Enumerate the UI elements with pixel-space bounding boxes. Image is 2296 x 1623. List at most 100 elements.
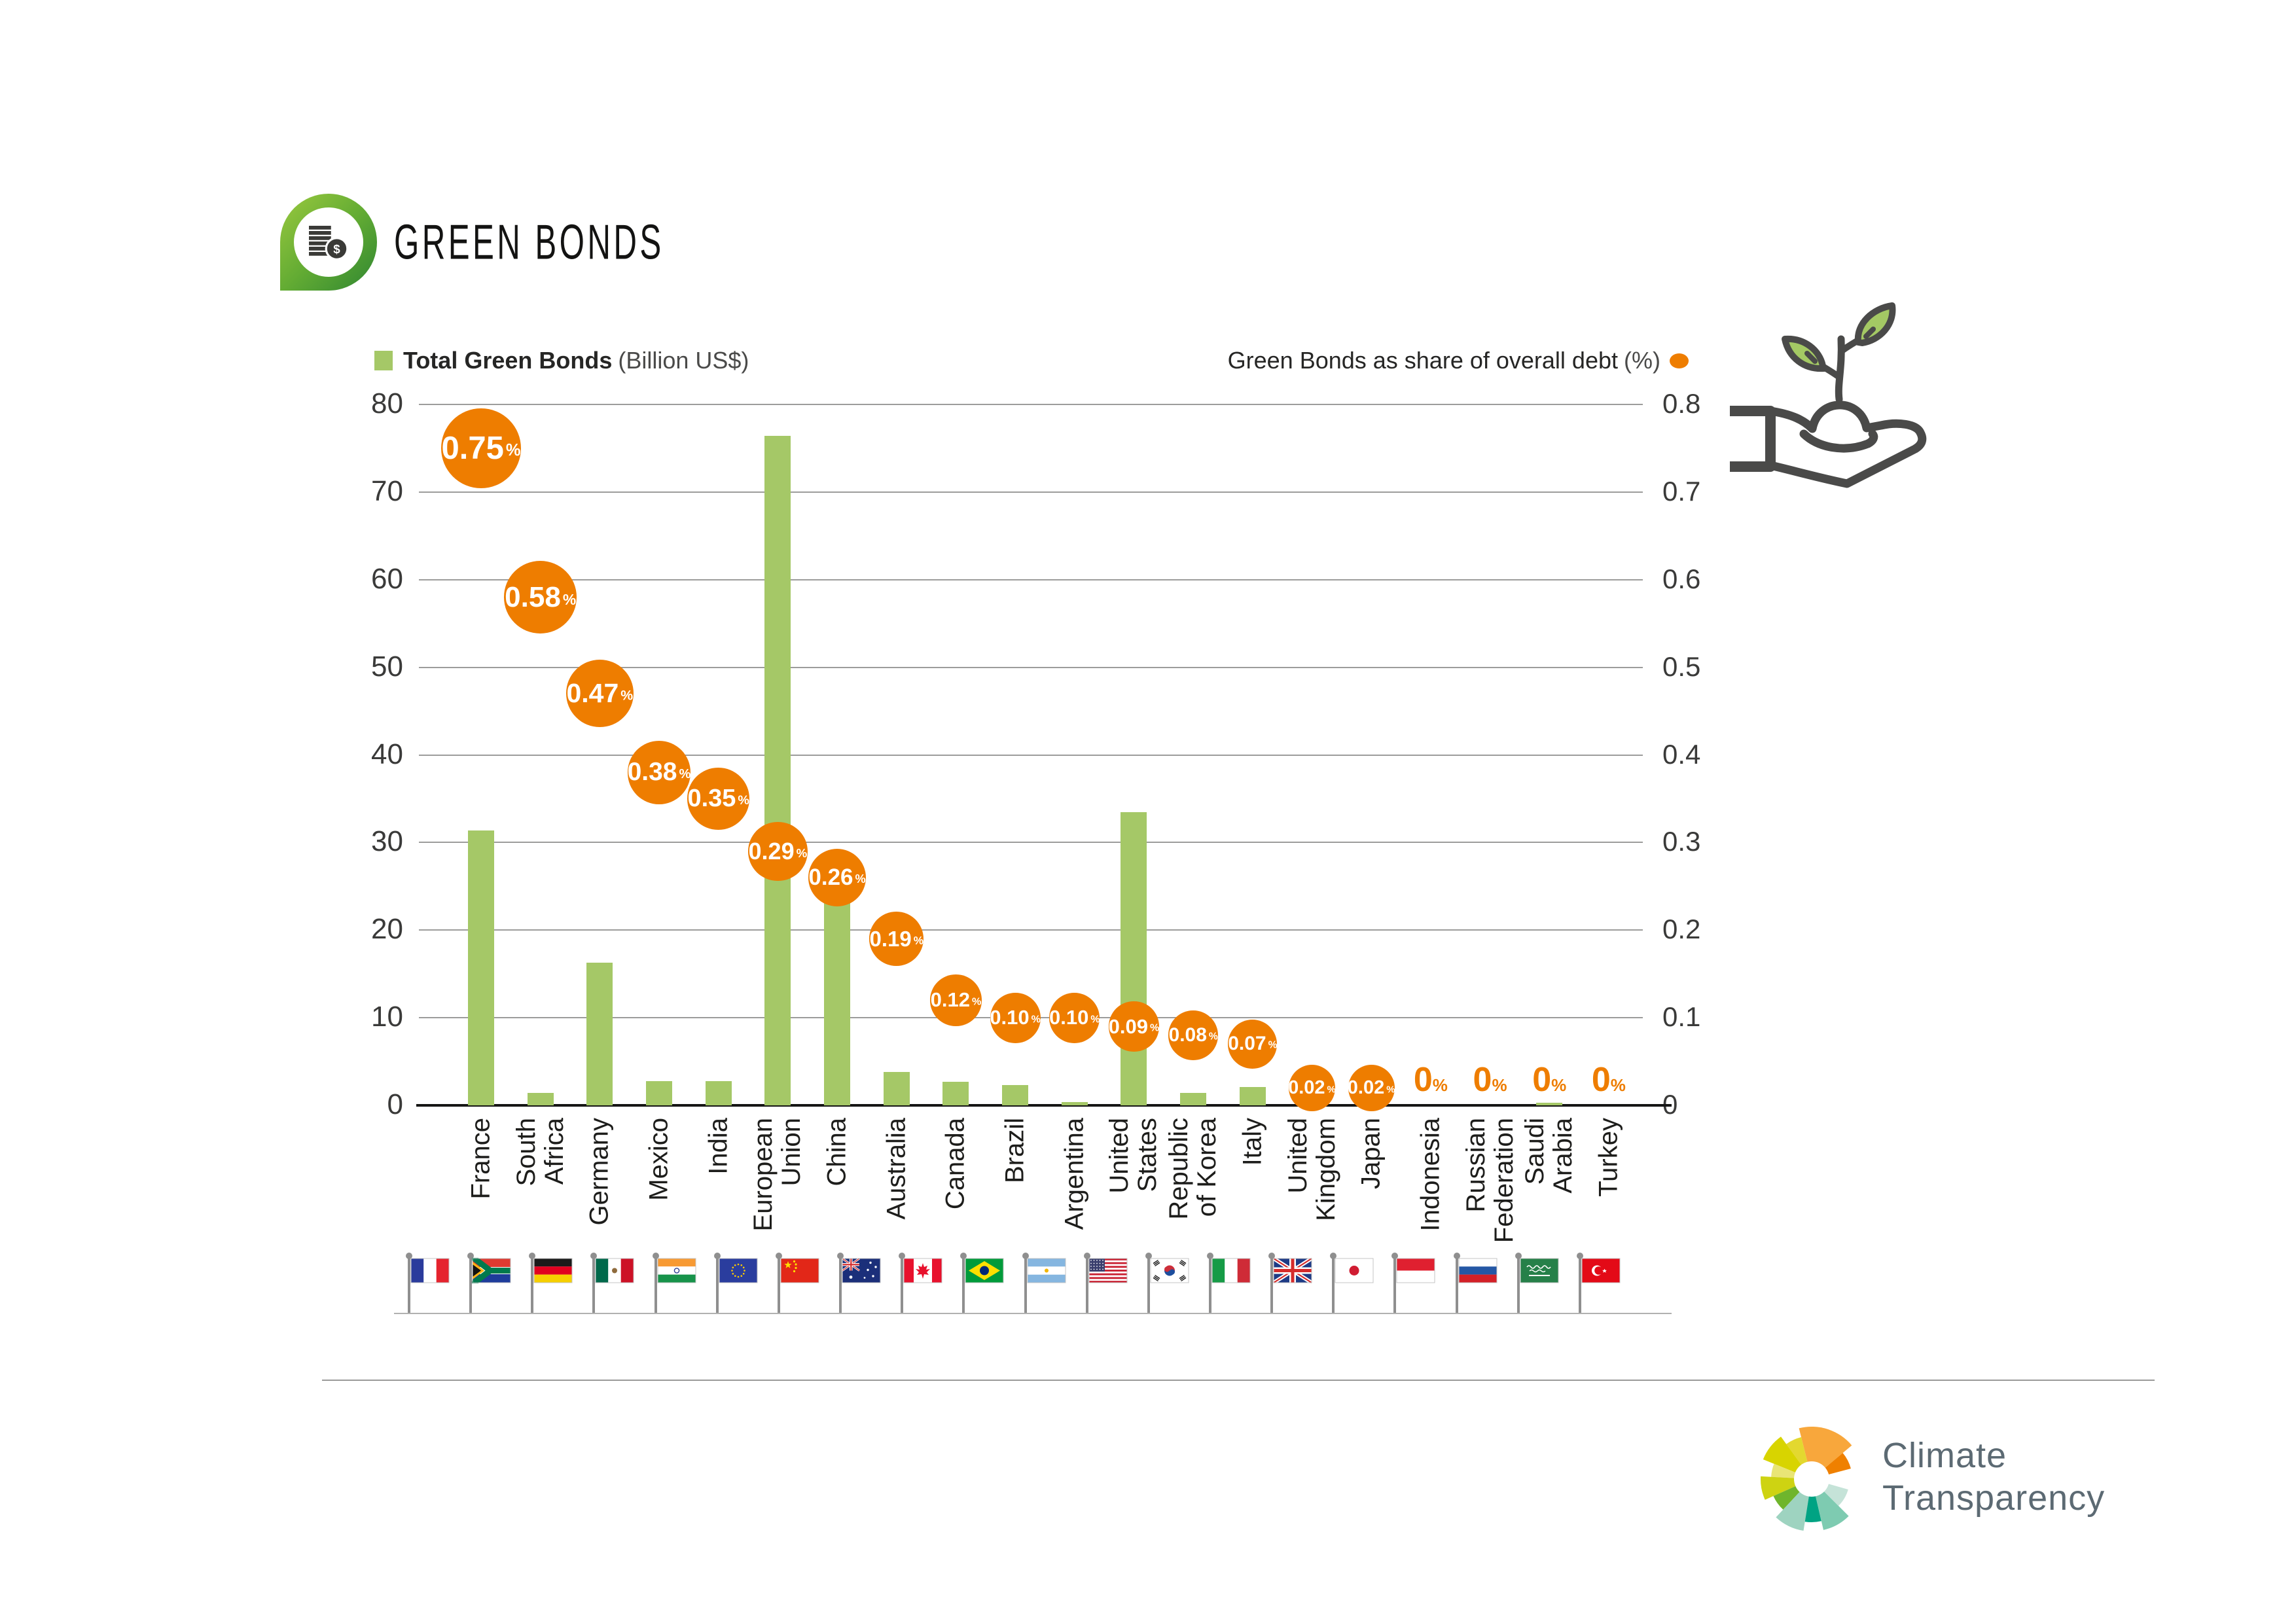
flag-ca-icon	[903, 1258, 942, 1287]
share-bubble-0.58: 0.58%	[504, 561, 577, 633]
right-axis-tick: 0.8	[1662, 388, 1701, 419]
bar-argentina	[1061, 1101, 1088, 1105]
legend-bar-unit: (Billion US$)	[618, 347, 749, 374]
legend-bar-swatch	[374, 351, 393, 370]
share-zero-label: 0%	[1413, 1061, 1448, 1099]
bar-united-states	[1121, 812, 1147, 1105]
right-axis-tick: 0.6	[1662, 563, 1701, 594]
bar-european-union	[764, 436, 791, 1105]
flag-pole-knob	[1515, 1253, 1522, 1259]
left-axis-tick: 40	[371, 738, 403, 770]
flag-pole	[901, 1255, 904, 1313]
flag-pole-knob	[899, 1253, 906, 1259]
flag-pole	[408, 1255, 410, 1313]
legend-total-green-bonds: Total Green Bonds (Billion US$)	[374, 347, 749, 374]
flag-de-icon	[533, 1258, 573, 1283]
flag-ca-icon	[903, 1258, 942, 1283]
flag-za-icon	[471, 1255, 511, 1287]
share-zero-label: 0%	[1532, 1061, 1567, 1099]
bar-germany	[586, 962, 613, 1105]
logo-line1: Climate	[1882, 1436, 2007, 1475]
flag-pole-knob	[1268, 1253, 1276, 1259]
flag-it-icon	[1211, 1258, 1251, 1287]
flag-pole-knob	[1330, 1253, 1337, 1259]
flag-sa-icon	[1520, 1258, 1559, 1283]
left-axis-tick: 0	[387, 1088, 403, 1120]
share-bubble-0.19: 0.19%	[869, 911, 924, 967]
flag-ru-icon	[1458, 1258, 1498, 1283]
left-axis-tick: 20	[371, 913, 403, 946]
page-title: GREEN BONDS	[394, 214, 664, 270]
flag-pole	[592, 1255, 596, 1313]
flag-id-icon	[1396, 1258, 1435, 1287]
flag-kr-icon	[1150, 1258, 1189, 1287]
x-axis-line	[416, 1104, 1672, 1107]
gridline-80	[419, 404, 1643, 405]
flag-pole	[531, 1255, 534, 1313]
flag-sa-icon	[1520, 1258, 1559, 1287]
flag-ru-icon	[1458, 1258, 1498, 1287]
share-bubble-0.09: 0.09%	[1109, 1001, 1159, 1052]
bar-india	[705, 1080, 732, 1105]
legend-share-dot-icon	[1670, 353, 1689, 368]
share-bubble-0.29: 0.29%	[748, 821, 808, 881]
footer-separator	[322, 1380, 2155, 1381]
flag-ar-icon	[1027, 1258, 1066, 1283]
left-axis-tick: 60	[371, 562, 403, 595]
share-bubble-0.02: 0.02%	[1288, 1064, 1336, 1111]
svg-text:$: $	[333, 242, 340, 256]
flag-pole	[715, 1255, 719, 1313]
right-axis-tick: 0.2	[1662, 914, 1701, 945]
flag-kr-icon	[1150, 1258, 1189, 1283]
green-bonds-pin-icon: $	[280, 194, 377, 291]
flag-gb-icon	[1272, 1257, 1313, 1287]
flag-jp-icon	[1335, 1258, 1374, 1287]
flag-pole-knob	[1083, 1253, 1090, 1259]
gridline-70	[419, 491, 1643, 493]
flag-pole	[839, 1255, 842, 1313]
flag-ar-icon	[1027, 1258, 1066, 1287]
flag-tr-icon	[1581, 1258, 1621, 1287]
flag-pole-knob	[960, 1253, 967, 1259]
flag-au-icon	[842, 1257, 881, 1283]
flag-us-icon	[1088, 1258, 1128, 1283]
share-bubble-0.07: 0.07%	[1228, 1019, 1277, 1069]
flag-fr-icon	[410, 1258, 450, 1283]
flag-fr-icon	[410, 1258, 450, 1287]
bar-republic-of-korea	[1180, 1093, 1207, 1105]
flag-us-icon	[1088, 1258, 1128, 1287]
flag-pole-knob	[1206, 1253, 1213, 1259]
flag-br-icon	[965, 1258, 1004, 1283]
right-axis-tick: 0.7	[1662, 475, 1701, 507]
right-axis-tick: 0.4	[1662, 738, 1701, 770]
share-bubble-0.26: 0.26%	[808, 848, 867, 906]
legend-share-label: Green Bonds as share of overall debt	[1227, 347, 1618, 374]
legend-share-of-debt: Green Bonds as share of overall debt (%)	[1228, 347, 1689, 374]
flag-cn-icon	[780, 1258, 819, 1283]
right-axis-tick: 0.1	[1662, 1001, 1701, 1033]
bar-south-africa	[527, 1093, 554, 1105]
climate-transparency-logo-text: Climate Transparency	[1882, 1435, 2105, 1520]
flag-pole	[654, 1255, 657, 1313]
bar-saudi-arabia	[1536, 1102, 1563, 1105]
share-bubble-0.12: 0.12%	[930, 974, 982, 1026]
flag-za-icon	[471, 1255, 511, 1287]
flag-it-icon	[1211, 1258, 1251, 1283]
flag-br-icon	[965, 1258, 1004, 1287]
flag-mx-icon	[595, 1258, 634, 1287]
flag-id-icon	[1396, 1258, 1435, 1283]
flag-de-icon	[533, 1258, 573, 1287]
bar-australia	[883, 1072, 910, 1105]
flag-pole	[469, 1255, 473, 1313]
flag-in-icon	[657, 1258, 696, 1283]
flag-pole	[1578, 1255, 1581, 1313]
flag-mx-icon	[595, 1258, 634, 1283]
flag-pole	[1455, 1255, 1458, 1313]
flag-tr-icon	[1581, 1258, 1621, 1283]
flag-pole-knob	[1576, 1253, 1583, 1259]
bar-mexico	[646, 1080, 673, 1105]
legend-share-unit: (%)	[1624, 347, 1660, 374]
flag-pole	[777, 1255, 780, 1313]
flag-jp-icon	[1335, 1258, 1374, 1283]
